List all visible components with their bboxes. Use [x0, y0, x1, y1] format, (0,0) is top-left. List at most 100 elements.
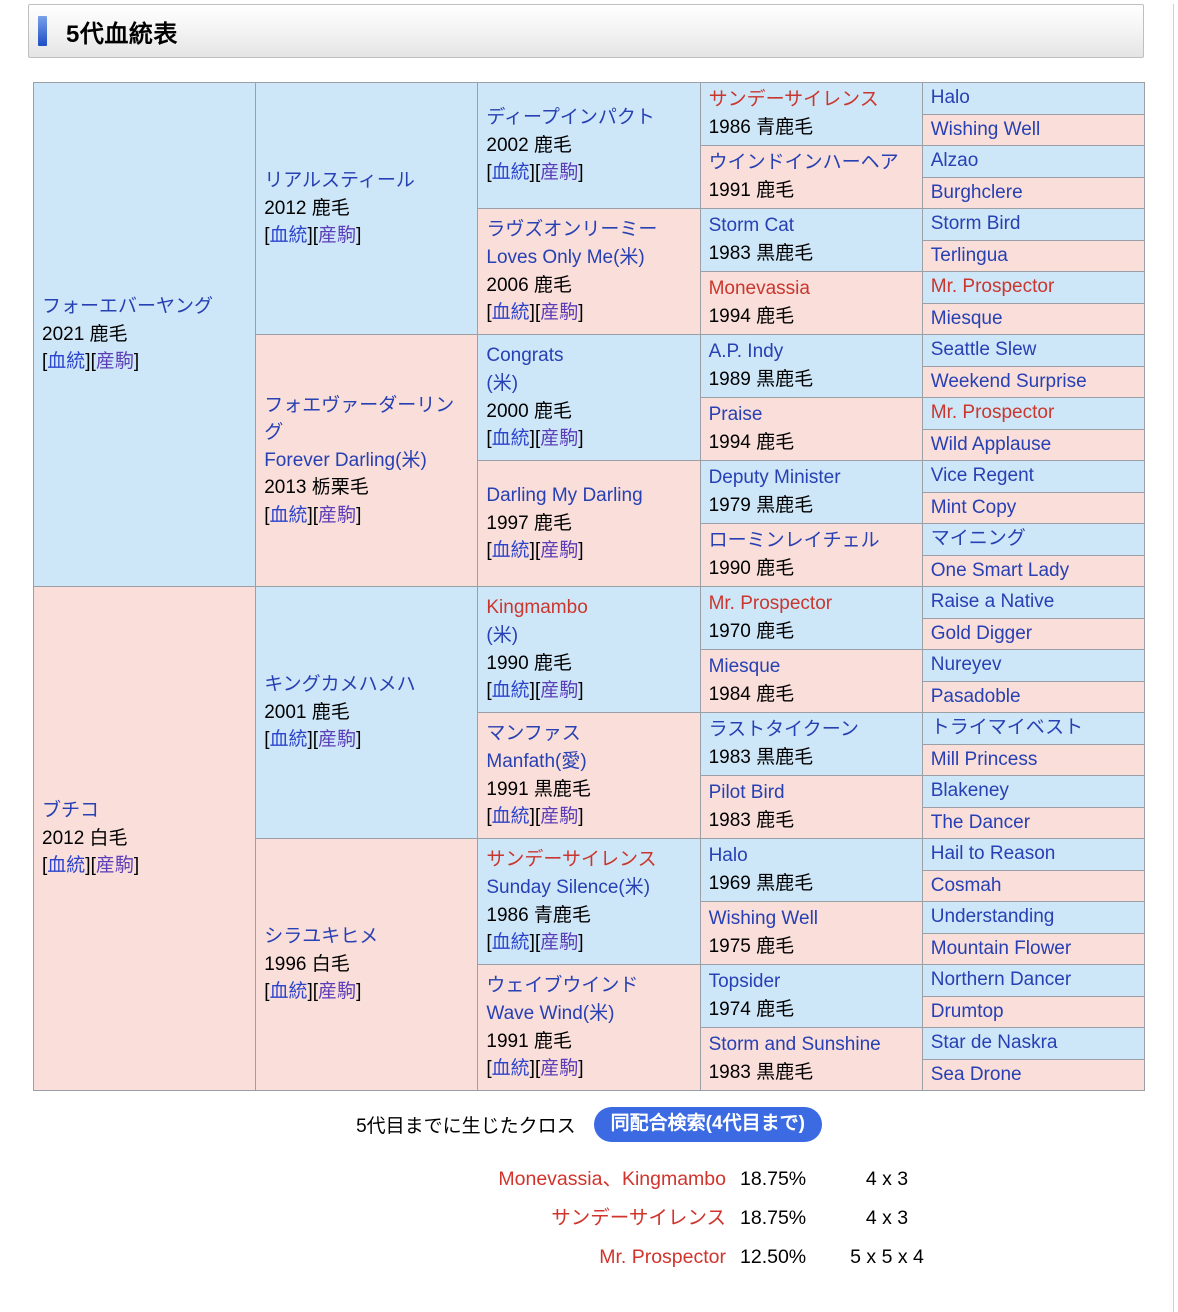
blood-link[interactable]: 血統 [491, 428, 530, 450]
progeny-link[interactable]: 産駒 [95, 855, 134, 877]
horse-name-link[interactable]: Terlingua [930, 244, 1008, 266]
progeny-link[interactable]: 産駒 [540, 302, 579, 324]
horse-name-en-link[interactable]: (米) [486, 624, 519, 646]
blood-link[interactable]: 血統 [491, 932, 530, 954]
horse-name-link[interactable]: Mr. Prospector [708, 593, 833, 615]
horse-name-link[interactable]: Weekend Surprise [930, 370, 1087, 392]
horse-name-link[interactable]: Drumtop [930, 1000, 1004, 1022]
horse-name-en-link[interactable]: Manfath(愛) [486, 750, 587, 772]
horse-name-link[interactable]: Gold Digger [930, 622, 1033, 644]
horse-name-link[interactable]: ディープインパクト [486, 107, 655, 129]
horse-name-link[interactable]: Northern Dancer [930, 969, 1072, 991]
horse-name-en-link[interactable]: Sunday Silence(米) [486, 876, 651, 898]
horse-name-link[interactable]: Wishing Well [930, 118, 1041, 140]
horse-name-link[interactable]: Seattle Slew [930, 339, 1037, 361]
horse-name-link[interactable]: Blakeney [930, 780, 1009, 802]
progeny-link[interactable]: 産駒 [540, 932, 579, 954]
horse-name-link[interactable]: ラヴズオンリーミー [486, 219, 658, 241]
blood-link[interactable]: 血統 [47, 351, 86, 373]
progeny-link[interactable]: 産駒 [318, 729, 357, 751]
horse-name-link[interactable]: サンデーサイレンス [708, 89, 879, 111]
cross-horse-name-link[interactable]: Mr. Prospector [599, 1245, 726, 1268]
horse-name-link[interactable]: Mill Princess [930, 748, 1038, 770]
progeny-link[interactable]: 産駒 [540, 680, 579, 702]
horse-name-link[interactable]: ブチコ [42, 800, 100, 822]
cross-horse-name-link[interactable]: サンデーサイレンス [551, 1206, 726, 1229]
horse-name-link[interactable]: Nureyev [930, 654, 1002, 676]
horse-name-link[interactable]: Wishing Well [708, 908, 819, 930]
horse-name-link[interactable]: Deputy Minister [708, 467, 841, 489]
horse-name-link[interactable]: Miesque [930, 307, 1003, 329]
progeny-link[interactable]: 産駒 [540, 540, 579, 562]
horse-name-link[interactable]: マンファス [486, 723, 581, 745]
blood-link[interactable]: 血統 [491, 162, 530, 184]
horse-name-link[interactable]: トライマイベスト [930, 717, 1084, 739]
horse-name-link[interactable]: Mr. Prospector [930, 276, 1055, 298]
horse-name-link[interactable]: Storm Bird [930, 213, 1021, 235]
blood-link[interactable]: 血統 [269, 981, 308, 1003]
horse-name-link[interactable]: Kingmambo [486, 597, 588, 619]
horse-name-link[interactable]: Mint Copy [930, 496, 1017, 518]
horse-name-link[interactable]: Alzao [930, 150, 979, 172]
horse-name-link[interactable]: Praise [708, 404, 763, 426]
progeny-link[interactable]: 産駒 [540, 806, 579, 828]
horse-name-link[interactable]: マイニング [930, 528, 1026, 550]
horse-name-link[interactable]: Monevassia [708, 278, 810, 300]
horse-name-link[interactable]: Wild Applause [930, 433, 1052, 455]
horse-name-link[interactable]: ローミンレイチェル [708, 530, 880, 552]
horse-name-link[interactable]: Hail to Reason [930, 843, 1056, 865]
horse-name-link[interactable]: Congrats [486, 345, 564, 367]
horse-name-link[interactable]: サンデーサイレンス [486, 849, 657, 871]
horse-name-link[interactable]: The Dancer [930, 811, 1031, 833]
blood-link[interactable]: 血統 [491, 680, 530, 702]
blood-link[interactable]: 血統 [491, 302, 530, 324]
horse-name-link[interactable]: Miesque [708, 656, 781, 678]
blood-link[interactable]: 血統 [269, 729, 308, 751]
horse-name-link[interactable]: ウインドインハーヘア [708, 152, 899, 174]
horse-name-link[interactable]: Pasadoble [930, 685, 1021, 707]
horse-name-link[interactable]: Cosmah [930, 874, 1002, 896]
blood-link[interactable]: 血統 [491, 806, 530, 828]
progeny-link[interactable]: 産駒 [540, 162, 579, 184]
horse-name-link[interactable]: ウェイブウインド [486, 975, 639, 997]
horse-name-en-link[interactable]: Forever Darling(米) [264, 449, 427, 471]
horse-name-en-link[interactable]: Loves Only Me(米) [486, 246, 645, 268]
horse-name-link[interactable]: Vice Regent [930, 465, 1034, 487]
horse-name-link[interactable]: Raise a Native [930, 591, 1055, 613]
horse-name-link[interactable]: A.P. Indy [708, 341, 784, 363]
progeny-link[interactable]: 産駒 [318, 504, 357, 526]
same-mating-search-button[interactable]: 同配合検索(4代目まで) [593, 1107, 822, 1142]
horse-name-link[interactable]: Mr. Prospector [930, 402, 1055, 424]
progeny-link[interactable]: 産駒 [540, 1058, 579, 1080]
horse-name-link[interactable]: Pilot Bird [708, 782, 785, 804]
blood-link[interactable]: 血統 [269, 225, 308, 247]
horse-name-link[interactable]: Halo [708, 845, 748, 867]
progeny-link[interactable]: 産駒 [318, 225, 357, 247]
horse-name-link[interactable]: Star de Naskra [930, 1032, 1058, 1054]
horse-name-link[interactable]: Understanding [930, 906, 1055, 928]
blood-link[interactable]: 血統 [491, 540, 530, 562]
horse-name-link[interactable]: Mountain Flower [930, 937, 1072, 959]
horse-name-link[interactable]: Topsider [708, 971, 781, 993]
horse-name-en-link[interactable]: (米) [486, 372, 519, 394]
cross-horse-name-link[interactable]: Monevassia、Kingmambo [498, 1167, 726, 1190]
blood-link[interactable]: 血統 [47, 855, 86, 877]
horse-name-link[interactable]: ラストタイクーン [708, 719, 859, 741]
horse-name-link[interactable]: One Smart Lady [930, 559, 1070, 581]
horse-name-link[interactable]: Darling My Darling [486, 485, 643, 507]
horse-name-link[interactable]: Sea Drone [930, 1063, 1022, 1085]
horse-name-en-link[interactable]: Wave Wind(米) [486, 1002, 615, 1024]
horse-name-link[interactable]: シラユキヒメ [264, 926, 379, 948]
horse-name-link[interactable]: Burghclere [930, 181, 1023, 203]
blood-link[interactable]: 血統 [269, 504, 308, 526]
horse-name-link[interactable]: Halo [930, 87, 970, 109]
horse-name-link[interactable]: キングカメハメハ [264, 674, 416, 696]
blood-link[interactable]: 血統 [491, 1058, 530, 1080]
horse-name-link[interactable]: Storm and Sunshine [708, 1034, 881, 1056]
progeny-link[interactable]: 産駒 [318, 981, 357, 1003]
progeny-link[interactable]: 産駒 [540, 428, 579, 450]
horse-name-link[interactable]: Storm Cat [708, 215, 795, 237]
horse-name-link[interactable]: リアルスティール [264, 170, 415, 192]
horse-name-link[interactable]: フォーエバーヤング [42, 296, 214, 318]
progeny-link[interactable]: 産駒 [95, 351, 134, 373]
